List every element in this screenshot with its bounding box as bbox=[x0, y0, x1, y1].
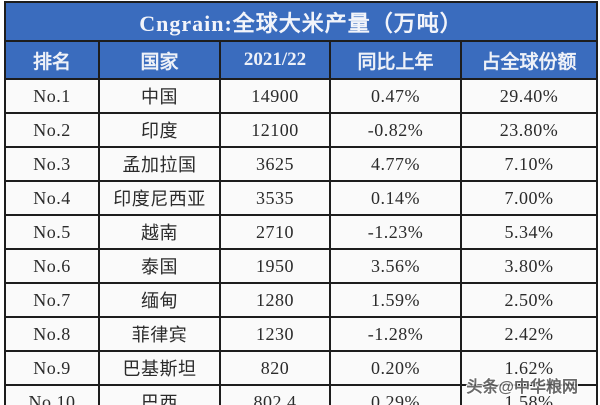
cell-country: 印度尼西亚 bbox=[98, 180, 221, 216]
cell-rank: No.10 bbox=[4, 384, 100, 405]
title-row: Cngrain:全球大米产量（万吨） bbox=[3, 1, 599, 42]
table-row: No.2 印度 12100 -0.82% 23.80% bbox=[4, 112, 599, 148]
cell-country: 菲律宾 bbox=[98, 316, 221, 352]
cell-country: 越南 bbox=[98, 214, 221, 250]
column-header-yoy: 同比上年 bbox=[329, 40, 462, 80]
column-header-season: 2021/22 bbox=[219, 40, 331, 80]
cell-rank: No.7 bbox=[4, 282, 100, 318]
cell-production: 14900 bbox=[219, 78, 331, 114]
cell-rank: No.2 bbox=[4, 112, 100, 148]
cell-yoy: 0.29% bbox=[329, 384, 462, 405]
table-row: No.3 孟加拉国 3625 4.77% 7.10% bbox=[4, 146, 599, 182]
cell-share: 7.00% bbox=[459, 180, 599, 216]
table-row: No.6 泰国 1950 3.56% 3.80% bbox=[4, 248, 599, 284]
cell-rank: No.3 bbox=[4, 146, 100, 182]
cell-rank: No.1 bbox=[4, 78, 100, 114]
column-header-share: 占全球份额 bbox=[459, 40, 599, 80]
cell-share: 29.40% bbox=[459, 78, 599, 114]
cell-yoy: -1.23% bbox=[329, 214, 462, 250]
cell-yoy: 0.14% bbox=[329, 180, 462, 216]
cell-rank: No.5 bbox=[4, 214, 100, 250]
cell-share: 2.50% bbox=[459, 282, 599, 318]
cell-production: 3535 bbox=[219, 180, 331, 216]
cell-yoy: 0.20% bbox=[329, 350, 462, 386]
cell-production: 3625 bbox=[219, 146, 331, 182]
cell-yoy: 4.77% bbox=[329, 146, 462, 182]
rice-production-table: Cngrain:全球大米产量（万吨） 排名 国家 2021/22 同比上年 占全… bbox=[3, 1, 599, 405]
cell-share: 5.34% bbox=[459, 214, 599, 250]
cell-production: 1280 bbox=[219, 282, 331, 318]
cell-rank: No.4 bbox=[4, 180, 100, 216]
cell-country: 巴基斯坦 bbox=[98, 350, 221, 386]
cell-production: 2710 bbox=[219, 214, 331, 250]
table-row: No.1 中国 14900 0.47% 29.40% bbox=[4, 78, 599, 114]
cell-yoy: 0.47% bbox=[329, 78, 462, 114]
cell-production: 802.4 bbox=[219, 384, 331, 405]
cell-country: 泰国 bbox=[98, 248, 221, 284]
cell-yoy: 3.56% bbox=[329, 248, 462, 284]
cell-share: 2.42% bbox=[459, 316, 599, 352]
table-row: No.9 巴基斯坦 820 0.20% 1.62% bbox=[4, 350, 599, 386]
cell-production: 1950 bbox=[219, 248, 331, 284]
table-row: No.4 印度尼西亚 3535 0.14% 7.00% bbox=[4, 180, 599, 216]
cell-share: 1.58% bbox=[459, 384, 599, 405]
cell-rank: No.6 bbox=[4, 248, 100, 284]
cell-production: 1230 bbox=[219, 316, 331, 352]
header-row: 排名 国家 2021/22 同比上年 占全球份额 bbox=[4, 40, 599, 80]
table-row: No.10 巴西 802.4 0.29% 1.58% bbox=[4, 384, 599, 405]
cell-rank: No.8 bbox=[4, 316, 100, 352]
cell-country: 巴西 bbox=[98, 384, 221, 405]
cell-country: 孟加拉国 bbox=[98, 146, 221, 182]
table-row: No.8 菲律宾 1230 -1.28% 2.42% bbox=[4, 316, 599, 352]
cell-production: 12100 bbox=[219, 112, 331, 148]
cell-rank: No.9 bbox=[4, 350, 100, 386]
cell-yoy: -1.28% bbox=[329, 316, 462, 352]
table-row: No.5 越南 2710 -1.23% 5.34% bbox=[4, 214, 599, 250]
table-row: No.7 缅甸 1280 1.59% 2.50% bbox=[4, 282, 599, 318]
cell-country: 中国 bbox=[98, 78, 221, 114]
cell-yoy: -0.82% bbox=[329, 112, 462, 148]
page-title: Cngrain:全球大米产量（万吨） bbox=[3, 1, 599, 42]
cell-share: 1.62% bbox=[459, 350, 599, 386]
cell-country: 缅甸 bbox=[98, 282, 221, 318]
column-header-country: 国家 bbox=[98, 40, 221, 80]
cell-yoy: 1.59% bbox=[329, 282, 462, 318]
cell-country: 印度 bbox=[98, 112, 221, 148]
cell-share: 3.80% bbox=[459, 248, 599, 284]
cell-share: 7.10% bbox=[459, 146, 599, 182]
cell-production: 820 bbox=[219, 350, 331, 386]
column-header-rank: 排名 bbox=[4, 40, 100, 80]
cell-share: 23.80% bbox=[459, 112, 599, 148]
